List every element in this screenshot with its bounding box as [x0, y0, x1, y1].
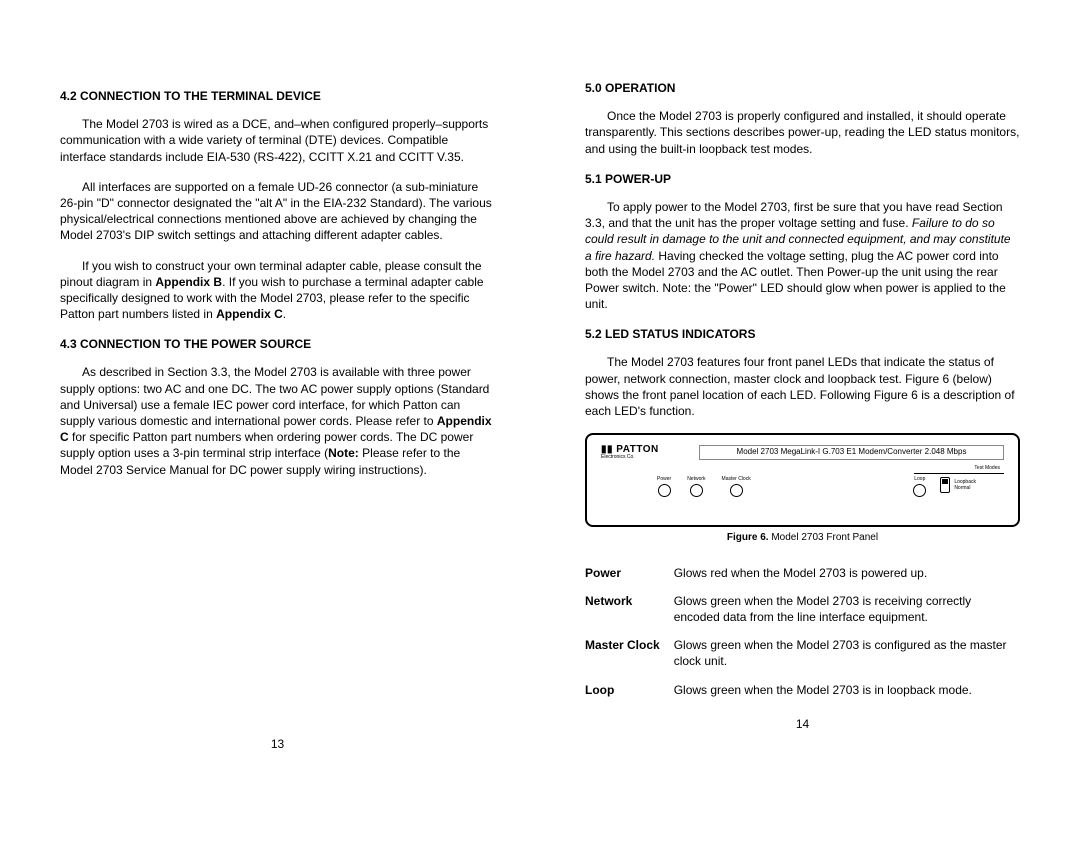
- led-desc: Glows red when the Model 2703 is powered…: [674, 559, 1020, 587]
- led-master-clock: Master Clock: [722, 477, 751, 497]
- led-indicator-icon: [730, 484, 743, 497]
- brand-subtitle: Electronics Co.: [601, 454, 635, 461]
- para-4-2-3: If you wish to construct your own termin…: [60, 258, 495, 323]
- heading-5-2: 5.2 LED STATUS INDICATORS: [585, 326, 1020, 342]
- led-name: Power: [585, 559, 674, 587]
- led-label: Master Clock: [722, 477, 751, 482]
- led-desc: Glows green when the Model 2703 is recei…: [674, 587, 1020, 631]
- table-row: Master Clock Glows green when the Model …: [585, 631, 1020, 675]
- led-indicator-icon: [658, 484, 671, 497]
- heading-4-3: 4.3 CONNECTION TO THE POWER SOURCE: [60, 336, 495, 352]
- appendix-b-ref: Appendix B: [155, 275, 222, 289]
- para-4-3-1: As described in Section 3.3, the Model 2…: [60, 364, 495, 477]
- test-modes-label: Test Modes: [974, 465, 1000, 472]
- led-label: Network: [687, 477, 705, 482]
- switch-label-normal: Normal: [954, 485, 976, 491]
- para-5-1-1: To apply power to the Model 2703, first …: [585, 199, 1020, 312]
- figure-front-panel: ▮▮ PATTON Electronics Co. Model 2703 Meg…: [585, 433, 1020, 527]
- table-row: Power Glows red when the Model 2703 is p…: [585, 559, 1020, 587]
- led-label: Loop: [914, 477, 925, 482]
- table-row: Network Glows green when the Model 2703 …: [585, 587, 1020, 631]
- led-name: Network: [585, 587, 674, 631]
- led-desc: Glows green when the Model 2703 is in lo…: [674, 676, 1020, 704]
- panel-title: Model 2703 MegaLink-I G.703 E1 Modem/Con…: [699, 445, 1004, 460]
- page-number-right: 14: [585, 716, 1020, 732]
- heading-5-0: 5.0 OPERATION: [585, 80, 1020, 96]
- loopback-switch: Loopback Normal: [940, 477, 976, 493]
- para-4-2-1: The Model 2703 is wired as a DCE, and–wh…: [60, 116, 495, 165]
- led-network: Network: [687, 477, 705, 497]
- led-indicator-icon: [690, 484, 703, 497]
- left-page: 4.2 CONNECTION TO THE TERMINAL DEVICE Th…: [60, 80, 495, 752]
- led-desc: Glows green when the Model 2703 is confi…: [674, 631, 1020, 675]
- right-page: 5.0 OPERATION Once the Model 2703 is pro…: [585, 80, 1020, 752]
- text: As described in Section 3.3, the Model 2…: [60, 365, 489, 428]
- led-description-table: Power Glows red when the Model 2703 is p…: [585, 559, 1020, 704]
- led-power: Power: [657, 477, 671, 497]
- switch-icon: [940, 477, 950, 493]
- led-group-left: Power Network Master Clock: [657, 477, 751, 497]
- figure-caption: Figure 6. Model 2703 Front Panel: [585, 531, 1020, 545]
- led-name: Master Clock: [585, 631, 674, 675]
- led-label: Power: [657, 477, 671, 482]
- led-group-right: Loop Loopback Normal: [913, 477, 976, 497]
- figure-caption-text: Model 2703 Front Panel: [769, 532, 879, 543]
- note-label: Note:: [328, 446, 359, 460]
- page-number-left: 13: [60, 736, 495, 752]
- text: .: [283, 307, 286, 321]
- heading-5-1: 5.1 POWER-UP: [585, 171, 1020, 187]
- switch-labels: Loopback Normal: [954, 479, 976, 491]
- para-5-0-1: Once the Model 2703 is properly configur…: [585, 108, 1020, 157]
- para-5-2-1: The Model 2703 features four front panel…: [585, 354, 1020, 419]
- divider-line: [914, 473, 1004, 474]
- page-spread: 4.2 CONNECTION TO THE TERMINAL DEVICE Th…: [0, 0, 1080, 772]
- figure-caption-label: Figure 6.: [727, 532, 769, 543]
- table-row: Loop Glows green when the Model 2703 is …: [585, 676, 1020, 704]
- heading-4-2: 4.2 CONNECTION TO THE TERMINAL DEVICE: [60, 88, 495, 104]
- appendix-c-ref: Appendix C: [216, 307, 283, 321]
- led-indicator-icon: [913, 484, 926, 497]
- para-4-2-2: All interfaces are supported on a female…: [60, 179, 495, 244]
- led-name: Loop: [585, 676, 674, 704]
- led-loop: Loop: [913, 477, 926, 497]
